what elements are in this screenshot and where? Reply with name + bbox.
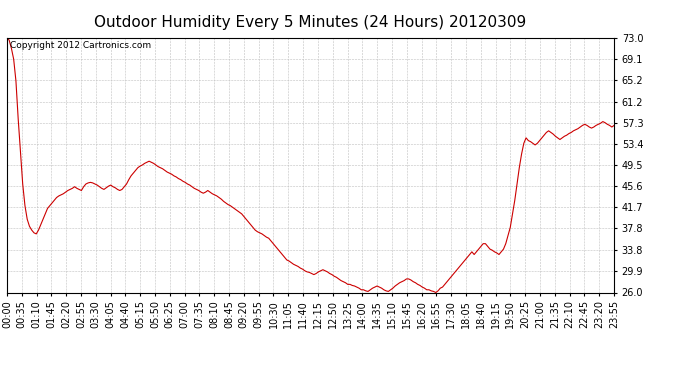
- Text: Outdoor Humidity Every 5 Minutes (24 Hours) 20120309: Outdoor Humidity Every 5 Minutes (24 Hou…: [95, 15, 526, 30]
- Text: Copyright 2012 Cartronics.com: Copyright 2012 Cartronics.com: [10, 41, 151, 50]
